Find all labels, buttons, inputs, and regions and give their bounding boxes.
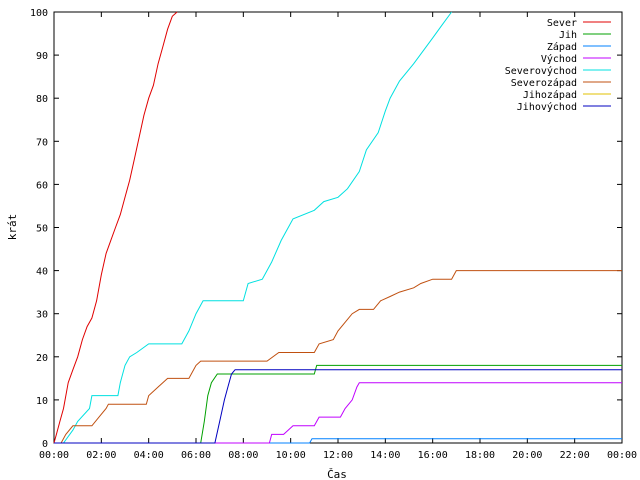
legend-label-zapad: Západ: [547, 41, 577, 53]
y-tick-label: 10: [36, 396, 48, 407]
series-line-vychod: [54, 382, 622, 444]
y-axis-label: krát: [6, 214, 19, 241]
x-tick-label: 08:00: [228, 450, 258, 461]
legend-label-sever: Sever: [547, 18, 577, 29]
x-tick-label: 00:00: [607, 450, 637, 461]
series-line-jihovychod: [54, 369, 622, 444]
legend-label-jihozapad: Jihozápad: [523, 89, 577, 101]
series-line-jih: [54, 364, 622, 444]
legend-label-jihovychod: Jihovýchod: [517, 101, 577, 113]
y-tick-label: 100: [30, 8, 48, 19]
series-line-sever: [53, 11, 178, 444]
axes-layer: 00:00 02:00 04:00 06:00 08:00 10:00 12:00 14:00…: [30, 8, 637, 461]
series-line-severozapad: [54, 270, 622, 444]
y-tick-label: 60: [36, 180, 48, 191]
y-tick-label: 30: [36, 310, 48, 321]
y-tick-label: 0: [42, 439, 48, 450]
x-tick-label: 00:00: [39, 450, 69, 461]
x-tick-label: 12:00: [323, 450, 353, 461]
series-layer: [53, 11, 622, 444]
series-line-severovychod: [54, 11, 453, 444]
y-tick-label: 70: [36, 137, 48, 148]
x-tick-label: 04:00: [134, 450, 164, 461]
x-tick-label: 18:00: [465, 450, 495, 461]
x-tick-label: 02:00: [86, 450, 116, 461]
x-tick-label: 16:00: [418, 450, 448, 461]
x-tick-label: 14:00: [370, 450, 400, 461]
y-tick-label: 50: [36, 224, 48, 235]
x-axis-label: Čas: [327, 468, 347, 480]
x-tick-label: 22:00: [560, 450, 590, 461]
legend-label-severovychod: Severovýchod: [505, 65, 577, 77]
y-tick-label: 20: [36, 353, 48, 364]
x-tick-label: 20:00: [512, 450, 542, 461]
x-tick-label: 10:00: [276, 450, 306, 461]
x-tick-label: 06:00: [181, 450, 211, 461]
legend-label-jih: Jih: [559, 30, 577, 41]
y-tick-label: 90: [36, 51, 48, 62]
legend-label-severozapad: Severozápad: [511, 77, 577, 89]
legend-label-vychod: Východ: [541, 53, 577, 65]
legend: SeverJihZápadVýchodSeverovýchodSeverozáp…: [505, 18, 611, 113]
y-tick-label: 80: [36, 94, 48, 105]
y-tick-label: 40: [36, 267, 48, 278]
